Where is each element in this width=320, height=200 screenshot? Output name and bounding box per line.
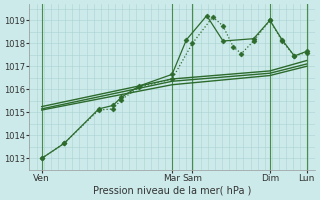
X-axis label: Pression niveau de la mer( hPa ): Pression niveau de la mer( hPa ) — [93, 186, 251, 196]
